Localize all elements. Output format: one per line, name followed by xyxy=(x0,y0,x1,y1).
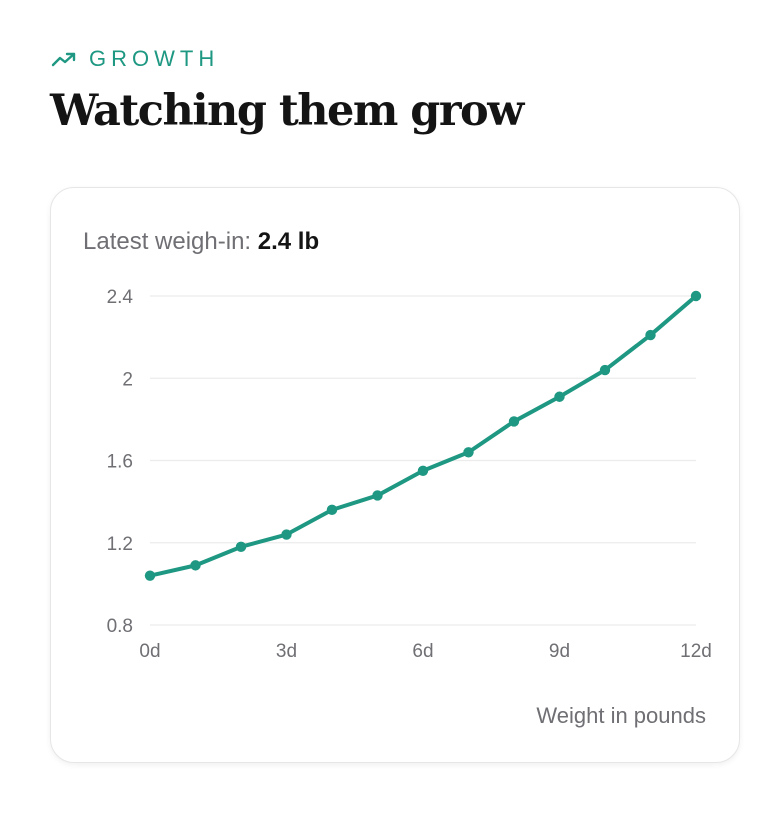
y-axis-ticks: 0.8 1.2 1.6 2 2.4 xyxy=(107,287,134,637)
y-tick-label: 1.2 xyxy=(107,534,133,555)
chart-series xyxy=(144,290,702,581)
data-point[interactable] xyxy=(417,465,429,476)
data-point[interactable] xyxy=(599,364,611,376)
chart-caption: Weight in pounds xyxy=(536,703,706,728)
x-tick-label: 6d xyxy=(412,641,433,662)
data-point[interactable] xyxy=(554,391,565,402)
data-point[interactable] xyxy=(508,416,520,427)
data-point[interactable] xyxy=(463,447,474,458)
x-tick-label: 3d xyxy=(276,641,297,662)
latest-weigh-in-label: Latest weigh-in: xyxy=(83,228,252,255)
eyebrow-label: GROWTH xyxy=(89,46,220,71)
y-tick-label: 2.4 xyxy=(107,287,134,308)
data-point[interactable] xyxy=(281,529,292,540)
data-point[interactable] xyxy=(690,290,702,302)
data-point[interactable] xyxy=(190,560,201,571)
y-tick-label: 2 xyxy=(122,369,133,390)
latest-weigh-in-value: 2.4 lb xyxy=(257,228,320,255)
x-tick-label: 0d xyxy=(139,641,160,662)
data-point[interactable] xyxy=(235,541,247,553)
y-tick-label: 1.6 xyxy=(107,452,133,473)
data-point[interactable] xyxy=(144,570,156,581)
series-line xyxy=(148,294,698,578)
x-axis-ticks: 0d 3d 6d 9d 12d xyxy=(139,641,711,662)
chart-gridlines xyxy=(150,295,696,626)
data-point[interactable] xyxy=(645,329,656,341)
x-tick-label: 9d xyxy=(549,641,570,662)
trend-up-icon xyxy=(51,52,76,67)
latest-weigh-in: Latest weigh-in: 2.4 lb xyxy=(83,228,319,256)
weight-line-chart: 0.8 1.2 1.6 2 2.4 0d 3d 6d 9d 12d xyxy=(107,287,712,662)
growth-chart-card: Latest weigh-in: 2.4 lb 0.8 1.2 1.6 2 2.4 0d… xyxy=(50,187,740,763)
data-point[interactable] xyxy=(326,504,338,516)
page-title: Watching them grow xyxy=(50,86,524,136)
section-eyebrow: GROWTH xyxy=(51,46,219,72)
data-point[interactable] xyxy=(372,490,383,501)
x-tick-label: 12d xyxy=(680,641,712,662)
y-tick-label: 0.8 xyxy=(107,616,133,637)
